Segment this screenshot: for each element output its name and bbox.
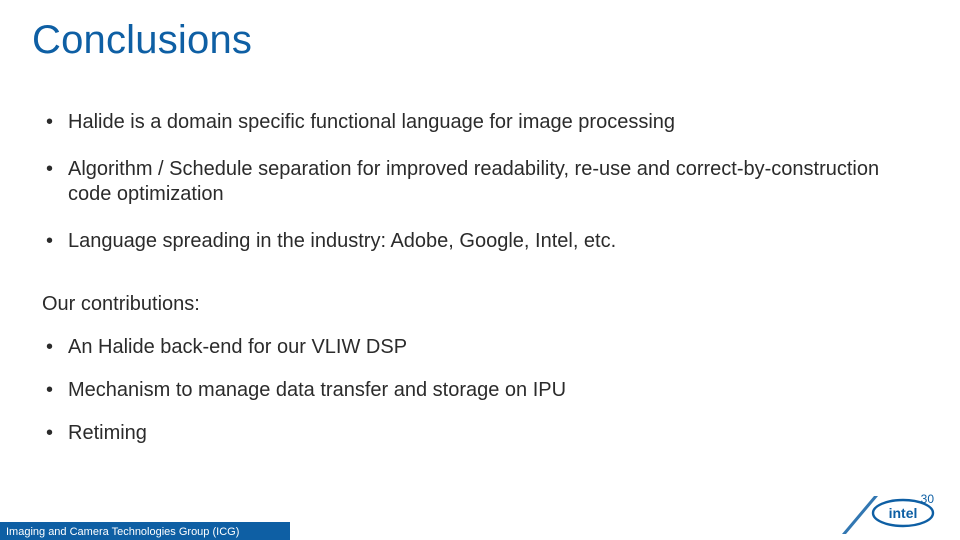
bullet-item: An Halide back-end for our VLIW DSP xyxy=(42,335,918,360)
bullet-list-bottom: An Halide back-end for our VLIW DSP Mech… xyxy=(42,335,918,446)
bullet-item: Halide is a domain specific functional l… xyxy=(42,110,918,135)
intel-logo-icon: intel xyxy=(868,496,938,530)
footer-band: Imaging and Camera Technologies Group (I… xyxy=(0,522,290,540)
bullet-list-top: Halide is a domain specific functional l… xyxy=(42,110,918,254)
contributions-subhead: Our contributions: xyxy=(42,292,918,317)
footer-text: Imaging and Camera Technologies Group (I… xyxy=(6,526,239,538)
slide: Conclusions Halide is a domain specific … xyxy=(0,0,960,540)
slide-title: Conclusions xyxy=(32,18,252,63)
svg-text:intel: intel xyxy=(889,505,918,521)
bullet-item: Mechanism to manage data transfer and st… xyxy=(42,378,918,403)
bullet-item: Retiming xyxy=(42,421,918,446)
bullet-item: Language spreading in the industry: Adob… xyxy=(42,229,918,254)
bullet-item: Algorithm / Schedule separation for impr… xyxy=(42,157,918,207)
slide-content: Halide is a domain specific functional l… xyxy=(42,110,918,464)
